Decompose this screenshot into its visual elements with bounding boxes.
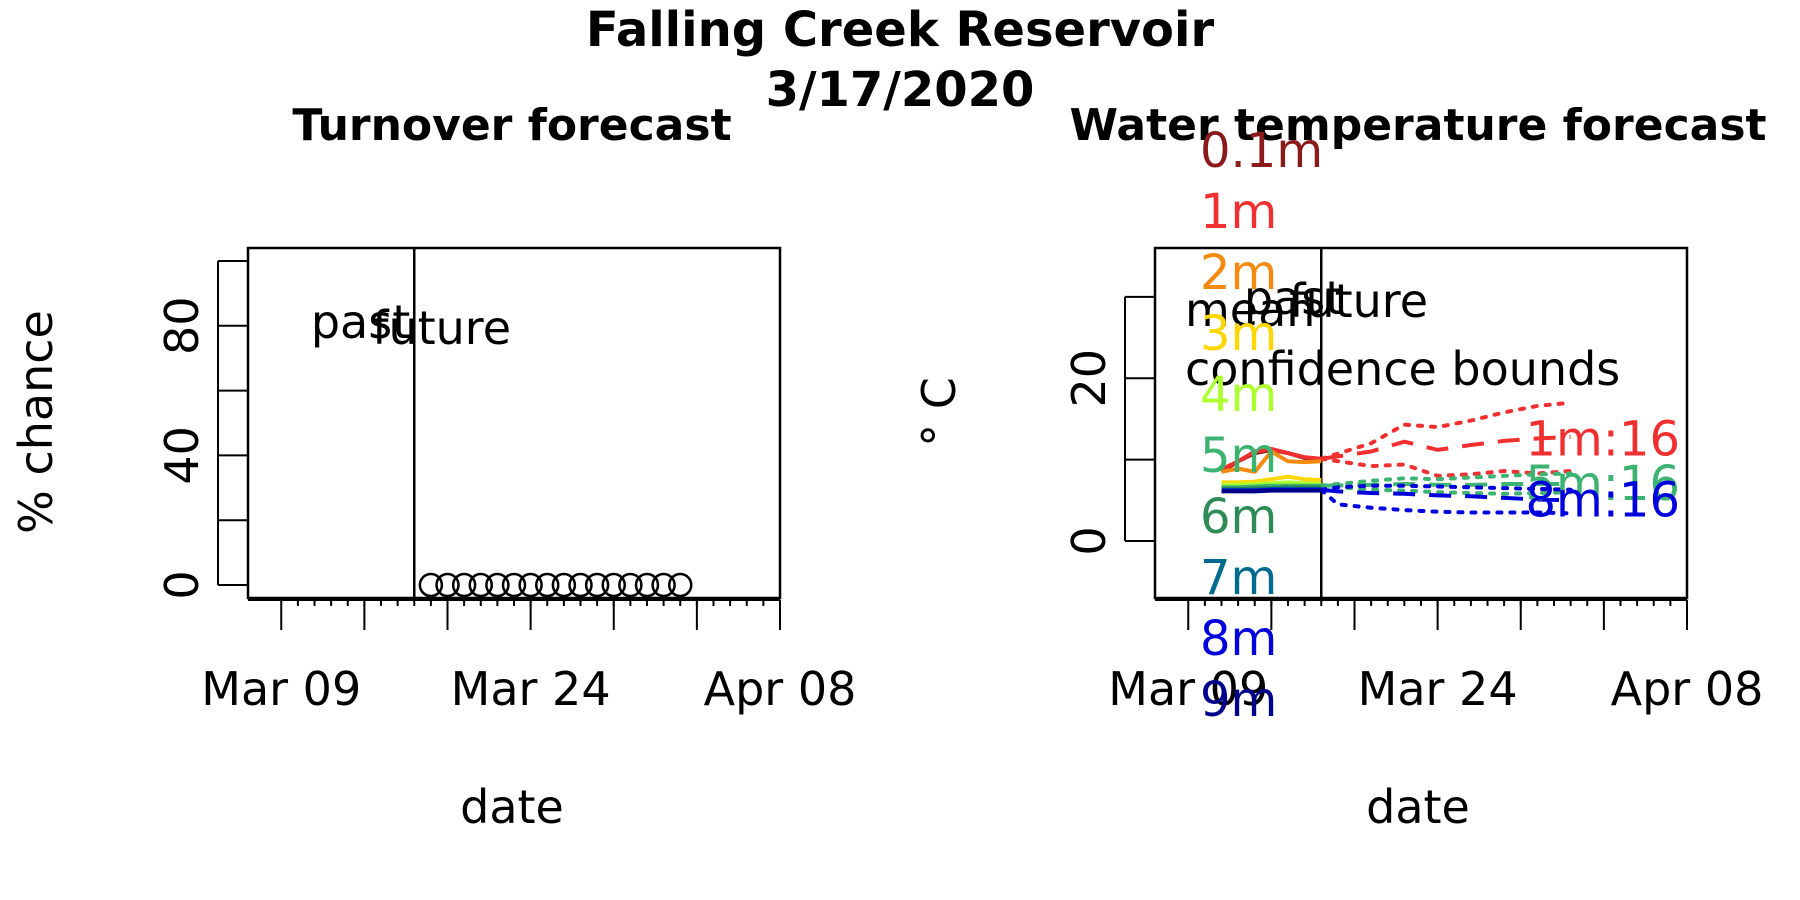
turnover-point [568,572,593,598]
turnover-point [485,572,510,598]
turnover-future-label: future [372,301,511,355]
end-label-5m:16: 5m:16 [1525,456,1680,512]
turnover-title: Turnover forecast [292,100,731,151]
depth-label-2m: 2m [1200,245,1277,301]
turnover-y-axis: 0 40 80 [155,259,248,600]
figure-date: 3/17/2020 [766,62,1035,118]
turnover-x-axis: Mar 09 Mar 24 Apr 08 [201,599,857,716]
temperature-x-axis: Mar 09 Mar 24 Apr 08 [1108,599,1764,716]
temperature-x-tick-label: Apr 08 [1611,662,1764,716]
temperature-future-label: future [1289,274,1428,328]
turnover-y-tick-label: 40 [155,426,209,485]
observed-line-4m [1221,480,1322,487]
temperature-x-label: date [1366,780,1470,834]
observed-line-3m [1221,474,1322,485]
depth-label-6m: 6m [1200,489,1277,545]
end-label-8m:16: 8m:16 [1525,472,1680,528]
temperature-x-tick-label: Mar 24 [1358,662,1518,716]
turnover-x-tick-label: Apr 08 [704,662,857,716]
turnover-point [535,572,560,598]
turnover-point [551,572,577,598]
observed-line-1m [1220,447,1322,472]
turnover-x-tick-label: Mar 09 [201,662,361,716]
turnover-chart: Turnover forecast 0 40 80 Mar 09 Mar 24 Apr … [9,100,856,834]
forecast-upper-1m [1319,400,1573,461]
turnover-point [451,572,477,598]
depth-label-4m: 4m [1200,367,1277,423]
depth-label-0.1m: 0.1m [1200,123,1323,179]
temperature-past-label: past [1244,271,1343,325]
temperature-y-axis: 0 20 [1062,295,1155,556]
end-label-1m:16: 1m:16 [1525,411,1680,467]
turnover-point [435,572,460,598]
forecast-upper-5m [1319,471,1573,488]
observed-line-9m [1221,488,1322,494]
temperature-y-tick-label: 0 [1062,526,1116,555]
temperature-y-tick-label: 20 [1062,349,1116,408]
turnover-point [584,572,610,598]
depth-label-5m: 5m [1200,428,1277,484]
turnover-point [518,572,543,598]
turnover-point [418,572,444,598]
turnover-point [501,572,527,598]
forecast-lower-8m [1319,487,1573,516]
turnover-past-label: past [311,295,410,349]
turnover-point [468,572,493,598]
depth-label-9m: 9m [1200,672,1277,728]
turnover-y-tick-label: 80 [155,297,209,356]
temperature-legend-confidence: confidence bounds [1185,342,1620,396]
turnover-plot-frame [246,246,782,600]
turnover-point [634,572,660,598]
turnover-point [651,572,676,598]
turnover-x-tick-label: Mar 24 [451,662,611,716]
depth-label-8m: 8m [1200,611,1277,667]
depth-label-3m: 3m [1200,306,1277,362]
turnover-y-label: % chance [9,310,63,534]
depth-label-7m: 7m [1200,550,1277,606]
temperature-y-label: ° C [912,377,966,447]
temperature-chart: Water temperature forecast 020 Mar 09 Mar… [912,100,1767,834]
temperature-legend-mean: mean [1185,283,1315,337]
forecast-upper-8m [1319,483,1573,492]
figure-title: Falling Creek Reservoir [586,2,1215,58]
turnover-point [668,572,693,598]
turnover-point [601,572,626,598]
turnover-y-tick-label: 0 [155,570,209,599]
forecast-mean-1m [1321,434,1571,461]
temperature-title: Water temperature forecast [1069,100,1766,151]
forecast-lower-5m [1319,483,1573,496]
turnover-x-label: date [460,780,564,834]
temperature-plot-frame [1153,246,1689,600]
depth-label-1m: 1m [1200,184,1277,240]
temperature-x-tick-label: Mar 09 [1108,662,1268,716]
turnover-point [618,572,643,598]
observed-line-2m [1221,449,1322,474]
forecast-mean-8m [1321,487,1571,503]
